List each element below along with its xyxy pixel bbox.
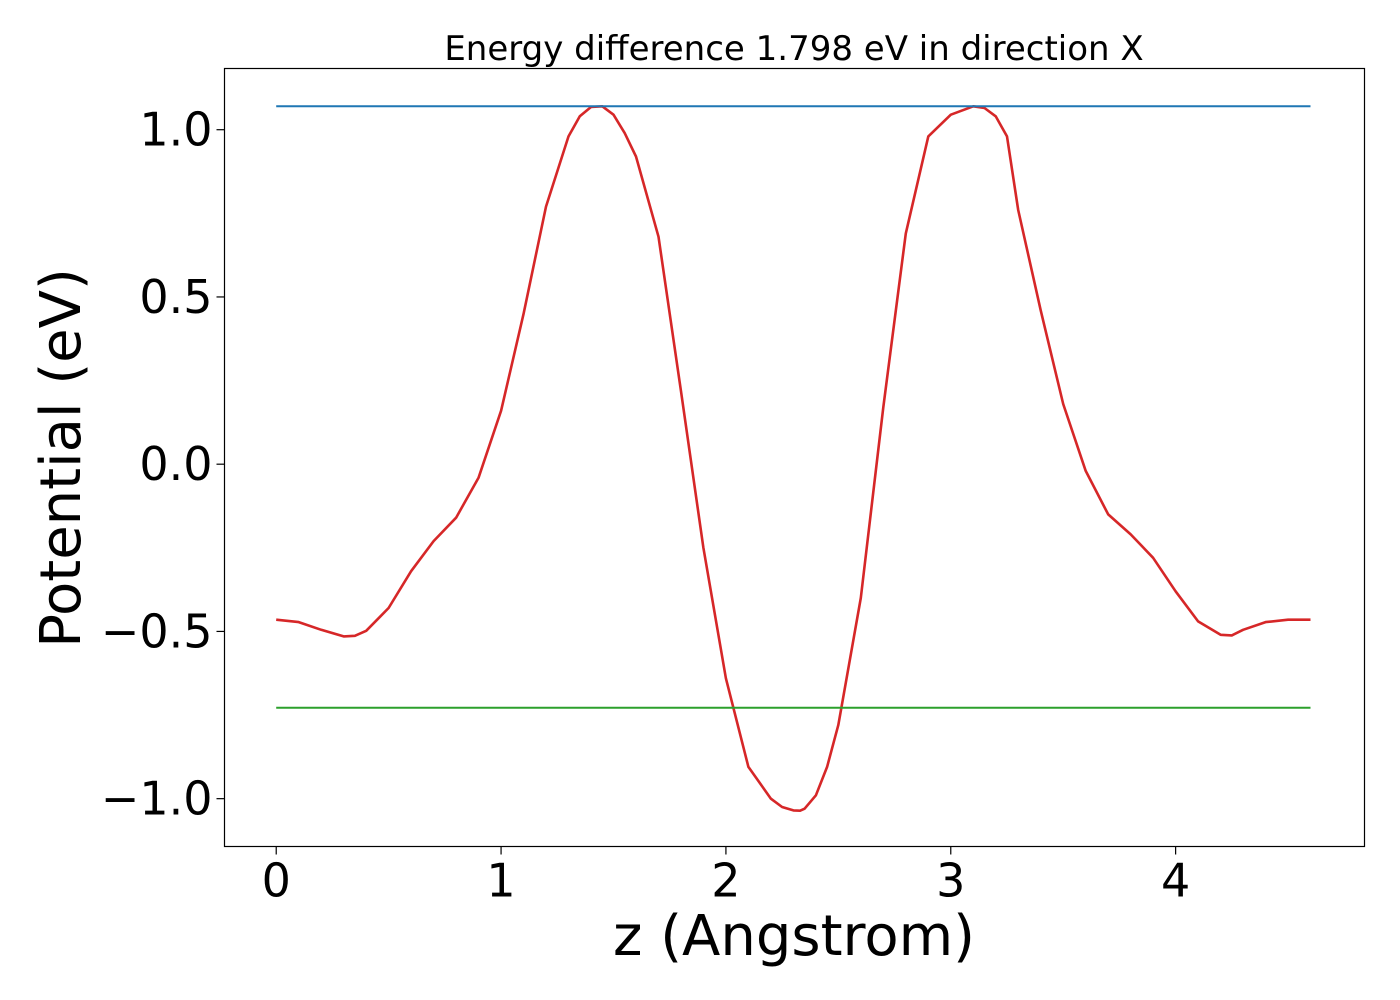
- x-axis-ticks: 0 1 2 3 4: [262, 846, 1190, 908]
- x-tick-label: 3: [936, 854, 965, 908]
- x-axis-label: z (Angstrom): [613, 904, 975, 969]
- series-group: [276, 105, 1311, 813]
- potential-curve: [276, 105, 1311, 813]
- y-axis-label: Potential (eV): [29, 268, 94, 648]
- y-tick-label: 0.0: [139, 437, 212, 491]
- plot-frame: [223, 67, 1366, 848]
- y-tick-label: −0.5: [101, 604, 213, 658]
- x-tick-label: 4: [1161, 854, 1190, 908]
- y-tick-label: 1.0: [139, 103, 212, 157]
- chart-title: Energy difference 1.798 eV in direction …: [444, 29, 1143, 69]
- x-tick-label: 1: [486, 854, 515, 908]
- y-axis-ticks: −1.0 −0.5 0.0 0.5 1.0: [101, 103, 225, 826]
- y-tick-label: −1.0: [101, 772, 213, 826]
- y-tick-label: 0.5: [139, 270, 212, 324]
- x-tick-label: 0: [262, 854, 291, 908]
- x-tick-label: 2: [711, 854, 740, 908]
